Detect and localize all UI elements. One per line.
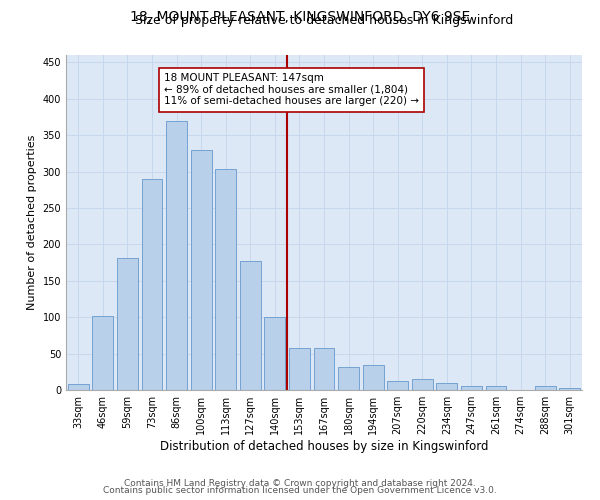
Bar [92, 316, 113, 390]
Bar [314, 348, 334, 390]
Bar [240, 261, 261, 390]
Bar [362, 364, 383, 390]
Bar [485, 386, 506, 390]
X-axis label: Distribution of detached houses by size in Kingswinford: Distribution of detached houses by size … [160, 440, 488, 453]
Bar [338, 366, 359, 390]
Bar [166, 120, 187, 390]
Bar [68, 384, 89, 390]
Bar [559, 388, 580, 390]
Bar [412, 379, 433, 390]
Bar [461, 386, 482, 390]
Bar [387, 382, 408, 390]
Bar [191, 150, 212, 390]
Bar [142, 179, 163, 390]
Text: 18 MOUNT PLEASANT: 147sqm
← 89% of detached houses are smaller (1,804)
11% of se: 18 MOUNT PLEASANT: 147sqm ← 89% of detac… [164, 73, 419, 106]
Text: Contains public sector information licensed under the Open Government Licence v3: Contains public sector information licen… [103, 486, 497, 495]
Text: 18, MOUNT PLEASANT, KINGSWINFORD, DY6 9SE: 18, MOUNT PLEASANT, KINGSWINFORD, DY6 9S… [130, 10, 470, 24]
Y-axis label: Number of detached properties: Number of detached properties [27, 135, 37, 310]
Text: Contains HM Land Registry data © Crown copyright and database right 2024.: Contains HM Land Registry data © Crown c… [124, 478, 476, 488]
Bar [289, 348, 310, 390]
Bar [535, 386, 556, 390]
Bar [215, 170, 236, 390]
Bar [117, 258, 138, 390]
Bar [436, 384, 457, 390]
Bar [265, 317, 286, 390]
Title: Size of property relative to detached houses in Kingswinford: Size of property relative to detached ho… [135, 14, 513, 28]
